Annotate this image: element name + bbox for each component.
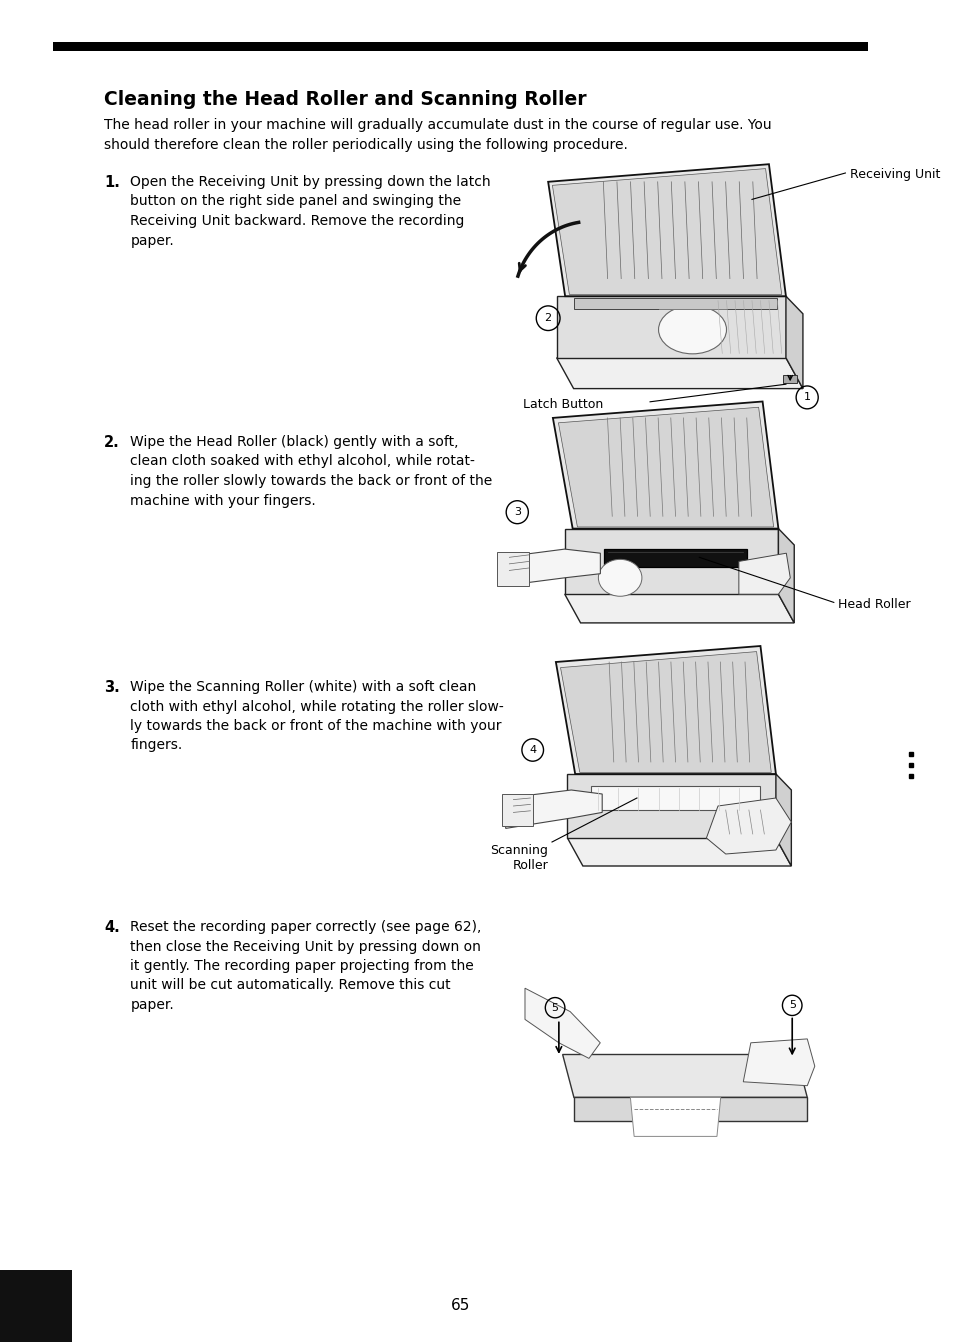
Text: 1: 1: [802, 392, 810, 403]
Text: 4: 4: [529, 745, 536, 756]
Bar: [782, 374, 796, 384]
Text: Latch Button: Latch Button: [522, 399, 602, 411]
Polygon shape: [505, 790, 601, 828]
Text: Head Roller: Head Roller: [837, 597, 909, 611]
Text: Wipe the Scanning Roller (white) with a soft clean
cloth with ethyl alcohol, whi: Wipe the Scanning Roller (white) with a …: [131, 680, 503, 753]
Text: Wipe the Head Roller (black) gently with a soft,
clean cloth soaked with ethyl a: Wipe the Head Roller (black) gently with…: [131, 435, 492, 507]
Polygon shape: [564, 595, 794, 623]
Text: Cleaning the Head Roller and Scanning Roller: Cleaning the Head Roller and Scanning Ro…: [104, 90, 586, 109]
Bar: [53, 42, 866, 51]
Text: 5: 5: [551, 1002, 558, 1013]
Text: 1.: 1.: [104, 174, 120, 191]
Text: Receiving Unit: Receiving Unit: [849, 168, 939, 181]
Polygon shape: [556, 297, 785, 358]
Text: 65: 65: [450, 1298, 470, 1312]
Text: Open the Receiving Unit by pressing down the latch
button on the right side pane: Open the Receiving Unit by pressing down…: [131, 174, 491, 247]
Polygon shape: [567, 774, 775, 837]
Polygon shape: [778, 529, 794, 623]
Polygon shape: [567, 837, 791, 866]
Text: The head roller in your machine will gradually accumulate dust in the course of : The head roller in your machine will gra…: [104, 118, 771, 152]
Polygon shape: [501, 549, 599, 586]
Bar: [501, 794, 532, 825]
Polygon shape: [556, 358, 802, 389]
Polygon shape: [630, 1098, 720, 1137]
Bar: [497, 552, 529, 586]
Polygon shape: [556, 646, 775, 774]
Polygon shape: [738, 553, 789, 595]
Polygon shape: [705, 798, 791, 854]
Polygon shape: [785, 297, 802, 389]
Ellipse shape: [598, 560, 641, 596]
Polygon shape: [742, 1039, 814, 1086]
Polygon shape: [553, 401, 778, 529]
Text: 2: 2: [544, 313, 551, 323]
Polygon shape: [564, 529, 778, 595]
Polygon shape: [552, 169, 781, 294]
Text: 4.: 4.: [104, 921, 120, 935]
Polygon shape: [560, 652, 770, 773]
Bar: [603, 549, 746, 568]
Polygon shape: [562, 1055, 806, 1098]
Text: 5: 5: [788, 1000, 795, 1011]
Text: 2.: 2.: [104, 435, 120, 450]
Polygon shape: [524, 988, 599, 1059]
Bar: [0, 1270, 72, 1342]
Polygon shape: [548, 164, 785, 297]
Polygon shape: [775, 774, 791, 866]
Ellipse shape: [658, 306, 726, 354]
Text: 3.: 3.: [104, 680, 120, 695]
Text: 3: 3: [514, 507, 520, 517]
Bar: [590, 786, 760, 811]
Polygon shape: [574, 1098, 806, 1121]
Text: Scanning
Roller: Scanning Roller: [490, 844, 548, 872]
Text: Reset the recording paper correctly (see page 62),
then close the Receiving Unit: Reset the recording paper correctly (see…: [131, 921, 481, 1012]
Bar: [573, 298, 777, 309]
Polygon shape: [558, 407, 773, 527]
